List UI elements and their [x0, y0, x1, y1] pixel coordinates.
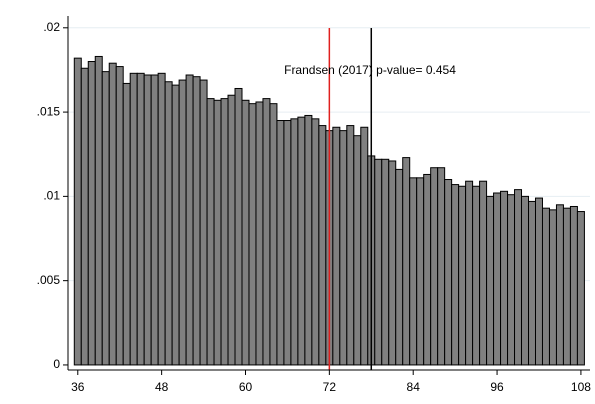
- bar: [290, 118, 299, 366]
- bar: [555, 204, 564, 366]
- bar: [423, 173, 432, 366]
- bar: [360, 126, 369, 366]
- bar: [122, 82, 131, 366]
- bar: [576, 211, 585, 366]
- bar: [136, 72, 145, 366]
- bar: [381, 158, 390, 366]
- bar: [444, 179, 453, 366]
- bar: [521, 195, 530, 366]
- bar: [234, 87, 243, 366]
- bar: [80, 67, 89, 366]
- bar: [479, 180, 488, 366]
- bar: [185, 74, 194, 366]
- y-tick-label: .01: [43, 189, 60, 203]
- bar: [416, 177, 425, 366]
- bar: [129, 72, 138, 366]
- bar: [199, 79, 208, 366]
- x-tick-label: 36: [71, 380, 85, 394]
- bar: [472, 185, 481, 366]
- bar: [318, 125, 327, 366]
- bar: [465, 180, 474, 366]
- bar: [402, 157, 411, 366]
- bar: [346, 125, 355, 366]
- bar: [486, 195, 495, 366]
- y-tick-label: .005: [37, 273, 61, 287]
- bar: [171, 84, 180, 366]
- bar: [353, 135, 362, 366]
- bar: [569, 205, 578, 366]
- bar: [248, 103, 257, 366]
- x-tick-label: 48: [155, 380, 169, 394]
- bar: [143, 74, 152, 366]
- bar: [227, 94, 236, 366]
- y-tick-label: .02: [43, 20, 60, 34]
- bar: [493, 192, 502, 366]
- bar: [311, 118, 320, 366]
- bar: [562, 207, 571, 366]
- bar: [164, 81, 173, 366]
- bar: [276, 120, 285, 366]
- x-tick-label: 96: [490, 380, 504, 394]
- bar: [451, 184, 460, 366]
- bar: [458, 185, 467, 366]
- annotation: Frandsen (2017) p-value= 0.454: [284, 63, 456, 77]
- bar: [395, 168, 404, 366]
- x-tick-label: 108: [571, 380, 591, 394]
- bar: [437, 167, 446, 366]
- x-tick-label: 84: [407, 380, 421, 394]
- bar: [255, 101, 264, 366]
- bar: [500, 190, 509, 366]
- x-tick-label: 72: [323, 380, 337, 394]
- bar: [213, 99, 222, 366]
- bar: [108, 62, 117, 366]
- bar: [304, 114, 313, 366]
- bar: [430, 167, 439, 366]
- bar: [269, 103, 278, 366]
- bar: [157, 72, 166, 366]
- bar: [73, 57, 82, 366]
- bar: [541, 207, 550, 366]
- bar: [178, 79, 187, 366]
- bar: [192, 76, 201, 366]
- bar: [548, 209, 557, 366]
- y-tick-label: .015: [37, 104, 61, 118]
- bar: [206, 98, 215, 366]
- y-tick-label: 0: [53, 357, 60, 371]
- bar: [409, 177, 418, 366]
- x-tick-label: 60: [239, 380, 253, 394]
- bar: [283, 120, 292, 366]
- bar: [374, 158, 383, 366]
- bar: [115, 66, 124, 366]
- bar: [101, 71, 110, 366]
- bar: [534, 197, 543, 366]
- bar: [528, 200, 536, 366]
- bar: [150, 74, 159, 366]
- bar: [220, 98, 229, 366]
- bar: [339, 130, 348, 366]
- bar: [297, 116, 306, 366]
- bar: [262, 98, 271, 366]
- bar: [332, 126, 341, 366]
- bar: [94, 55, 103, 366]
- bar: [87, 61, 96, 366]
- bar: [507, 194, 516, 366]
- bar: [514, 189, 523, 366]
- bar: [388, 160, 397, 366]
- bar: [241, 99, 250, 366]
